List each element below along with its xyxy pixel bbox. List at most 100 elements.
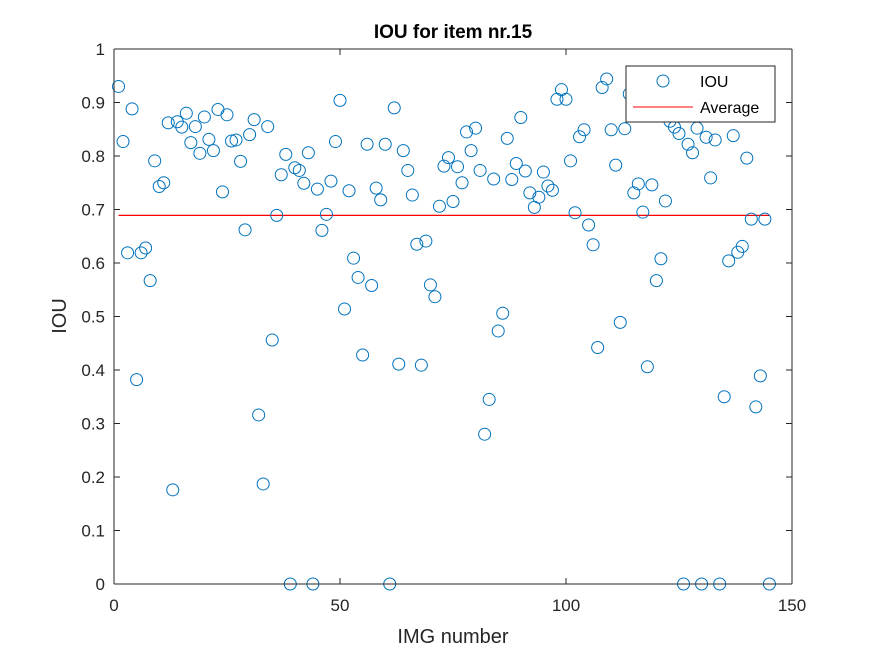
data-point — [717, 390, 731, 404]
data-point — [496, 306, 510, 320]
data-point — [586, 238, 600, 252]
data-point — [681, 137, 695, 151]
data-point — [292, 163, 306, 177]
data-marks — [112, 72, 776, 591]
data-point — [487, 172, 501, 186]
data-point — [627, 186, 641, 200]
data-point — [509, 156, 523, 170]
data-point — [365, 278, 379, 292]
legend-label-average: Average — [700, 100, 759, 117]
data-point — [152, 179, 166, 193]
data-point — [704, 171, 718, 185]
data-point — [256, 477, 270, 491]
data-point — [491, 324, 505, 338]
data-point — [374, 193, 388, 207]
data-point — [460, 125, 474, 139]
data-point — [532, 190, 546, 204]
data-point — [229, 133, 243, 147]
data-point — [188, 120, 202, 134]
y-tick-label: 0.6 — [81, 254, 105, 273]
data-point — [478, 427, 492, 441]
data-point — [609, 158, 623, 172]
data-point — [333, 93, 347, 107]
x-tick-label: 0 — [109, 596, 118, 615]
data-point — [428, 290, 442, 304]
data-point — [649, 274, 663, 288]
data-point — [252, 408, 266, 422]
data-point — [396, 144, 410, 158]
data-point — [469, 121, 483, 135]
data-point — [270, 208, 284, 222]
data-point — [446, 194, 460, 208]
data-point — [437, 159, 451, 173]
data-point — [401, 163, 415, 177]
data-point — [193, 146, 207, 160]
data-point — [324, 174, 338, 188]
data-point — [740, 151, 754, 165]
y-tick-label: 0.3 — [81, 415, 105, 434]
data-point — [451, 160, 465, 174]
y-tick-label: 1 — [96, 40, 105, 59]
y-tick-label: 0.5 — [81, 308, 105, 327]
data-point — [310, 182, 324, 196]
data-point — [735, 239, 749, 253]
data-point — [392, 357, 406, 371]
data-point — [125, 102, 139, 116]
data-point — [645, 178, 659, 192]
data-point — [319, 207, 333, 221]
data-point — [116, 135, 130, 149]
data-point — [423, 278, 437, 292]
data-point — [464, 144, 478, 158]
x-axis-title: IMG number — [397, 626, 508, 648]
data-point — [378, 137, 392, 151]
data-point — [279, 147, 293, 161]
data-point — [206, 144, 220, 158]
data-point — [573, 130, 587, 144]
data-point — [351, 270, 365, 284]
y-tick-label: 0.1 — [81, 522, 105, 541]
data-point — [274, 168, 288, 182]
data-point — [672, 127, 686, 141]
data-point — [559, 92, 573, 106]
plot-area — [114, 49, 792, 584]
data-point — [577, 123, 591, 137]
data-point — [564, 154, 578, 168]
data-point — [247, 113, 261, 127]
data-point — [179, 106, 193, 120]
data-point — [753, 369, 767, 383]
data-point — [618, 122, 632, 136]
data-point — [342, 184, 356, 198]
x-tick-label: 50 — [331, 596, 350, 615]
data-point — [184, 136, 198, 150]
data-point — [523, 186, 537, 200]
data-point — [130, 373, 144, 387]
data-point — [604, 123, 618, 137]
data-point — [441, 151, 455, 165]
data-point — [591, 341, 605, 355]
data-point — [265, 333, 279, 347]
data-point — [419, 234, 433, 248]
y-tick-label: 0.9 — [81, 94, 105, 113]
data-point — [568, 206, 582, 220]
y-axis-title: IOU — [49, 298, 71, 334]
legend: IOU Average — [625, 65, 776, 123]
data-point — [636, 205, 650, 219]
y-tick-label: 0.8 — [81, 147, 105, 166]
y-tick-label: 0.7 — [81, 201, 105, 220]
data-point — [600, 72, 614, 86]
data-point — [139, 241, 153, 255]
data-point — [410, 237, 424, 251]
data-point — [356, 348, 370, 362]
data-point — [722, 254, 736, 268]
x-tick-label: 150 — [778, 596, 806, 615]
data-point — [360, 137, 374, 151]
y-tick-label: 0 — [96, 575, 105, 594]
data-point — [541, 179, 555, 193]
data-point — [545, 183, 559, 197]
ticks: 0 50 100 150 0 0.1 0.2 0.3 0.4 0.5 0.6 0.7 0.8 0.9 1 — [81, 40, 806, 615]
data-point — [473, 163, 487, 177]
x-tick-label: 100 — [552, 596, 580, 615]
data-point — [148, 154, 162, 168]
legend-label-iou: IOU — [700, 74, 728, 91]
